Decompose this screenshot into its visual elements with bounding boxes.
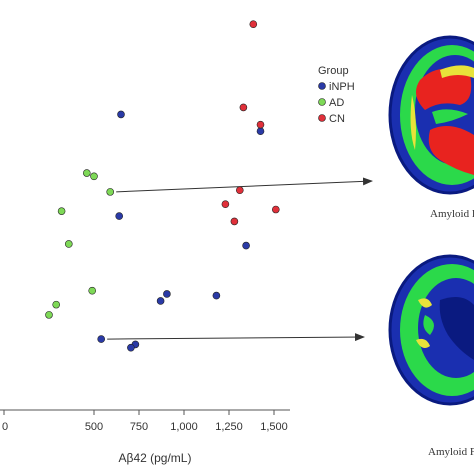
data-point-cn	[239, 103, 248, 112]
lower-brain-outline	[388, 254, 474, 406]
legend-entry-inph: iNPH	[318, 81, 355, 93]
data-point-cn	[230, 217, 239, 226]
legend-marker-cn	[318, 114, 326, 122]
data-point-inph	[127, 343, 135, 352]
data-point-inph	[115, 212, 123, 220]
upper-brain-outline	[388, 35, 474, 195]
x-tick-label: 1,500	[260, 421, 288, 433]
x-tick-label: 750	[130, 421, 148, 433]
annotation-arrows	[107, 177, 373, 342]
data-point-inph	[242, 241, 250, 250]
legend-label-cn: CN	[329, 113, 345, 125]
lower-brain-image	[390, 256, 474, 404]
data-point-cn	[249, 20, 258, 28]
legend-entry-ad: AD	[318, 97, 344, 109]
x-tick-label: 0	[2, 421, 8, 433]
data-point-inph	[156, 297, 165, 305]
data-point-ad	[106, 188, 114, 196]
data-point-cn	[256, 120, 265, 129]
data-point-ad	[88, 286, 96, 295]
legend-title: Group	[318, 65, 349, 77]
data-point-ad	[90, 172, 98, 181]
data-point-ad	[52, 300, 61, 309]
legend-entry-cn: CN	[318, 113, 345, 125]
upper-brain-caption: Amyloid F	[430, 208, 474, 220]
data-point-ad	[83, 169, 91, 177]
legend-label-ad: AD	[329, 97, 344, 109]
data-point-ad	[65, 240, 73, 248]
legend-marker-ad	[318, 98, 326, 106]
annotation-arrow	[116, 177, 373, 193]
lower-brain-caption: Amyloid F	[428, 446, 474, 458]
data-point-inph	[212, 291, 221, 300]
x-tick-label: 500	[85, 421, 103, 433]
data-point-ad	[45, 311, 53, 319]
x-axis-ticks: 0 500 750 1,000 1,250 1,500	[2, 410, 288, 433]
data-point-cn	[236, 186, 244, 195]
legend-label-inph: iNPH	[329, 81, 355, 93]
data-point-cn	[271, 205, 280, 214]
data-point-inph	[256, 127, 265, 135]
data-point-ad	[57, 207, 66, 215]
legend-marker-inph	[318, 82, 326, 90]
legend: Group iNPH AD CN	[318, 65, 355, 125]
data-point-inph	[117, 110, 125, 119]
data-points	[45, 20, 280, 352]
x-axis-title: Aβ42 (pg/mL)	[119, 451, 192, 465]
data-point-inph	[163, 290, 171, 298]
data-point-inph	[97, 335, 105, 343]
upper-brain-image	[390, 37, 474, 193]
annotation-arrow	[107, 333, 365, 342]
data-point-cn	[221, 200, 230, 208]
x-tick-label: 1,000	[170, 421, 198, 433]
x-tick-label: 1,250	[215, 421, 243, 433]
